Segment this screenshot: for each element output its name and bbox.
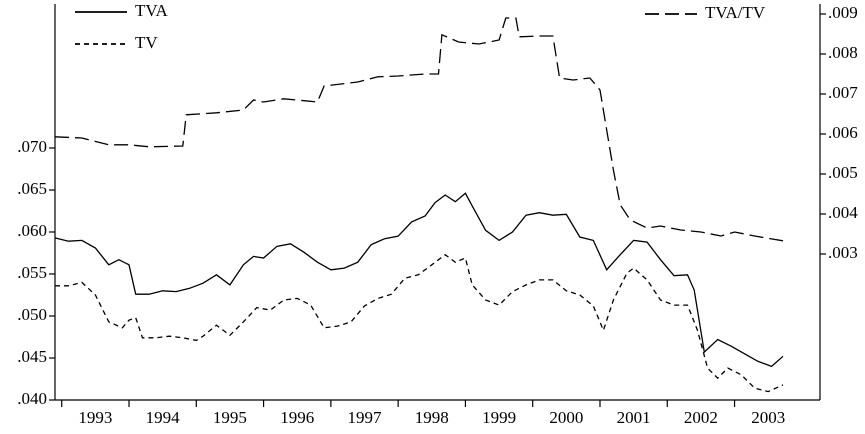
x-tick-label: 2002 — [684, 408, 718, 427]
y-tick-label: .060 — [17, 221, 47, 240]
y2-tick-label: .008 — [828, 43, 858, 62]
y2-tick-label: .007 — [828, 83, 858, 102]
x-tick-label: 1993 — [78, 408, 112, 427]
series-line — [55, 253, 784, 393]
y-tick-label: .065 — [17, 179, 47, 198]
x-tick-label: 1995 — [213, 408, 247, 427]
x-tick-label: 1997 — [347, 408, 382, 427]
x-tick-label: 2001 — [617, 408, 651, 427]
x-tick-label: 1999 — [482, 408, 516, 427]
series-line — [54, 17, 784, 242]
series-line — [54, 192, 784, 368]
y2-tick-label: .005 — [828, 163, 858, 182]
legend-label: TVA — [135, 1, 168, 20]
y-tick-label: .045 — [17, 347, 47, 366]
x-tick-label: 1998 — [415, 408, 449, 427]
x-tick-label: 2000 — [549, 408, 583, 427]
x-tick-label: 1996 — [280, 408, 314, 427]
y-tick-label: .040 — [17, 389, 47, 408]
legend-label: TV — [135, 33, 158, 52]
y2-tick-label: .004 — [828, 203, 858, 222]
y-tick-label: .050 — [17, 305, 47, 324]
legend-label: TVA/TV — [705, 3, 766, 22]
y2-tick-label: .006 — [828, 123, 858, 142]
x-tick-label: 2003 — [751, 408, 785, 427]
y2-tick-label: .003 — [828, 243, 858, 262]
x-tick-label: 1994 — [146, 408, 181, 427]
y2-tick-label: .009 — [828, 3, 858, 22]
y-tick-label: .070 — [17, 137, 47, 156]
y-tick-label: .055 — [17, 263, 47, 282]
